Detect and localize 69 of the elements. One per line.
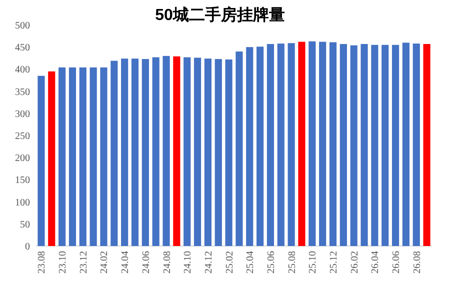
bar: [308, 41, 316, 246]
bar: [173, 56, 180, 246]
bar: [110, 60, 118, 246]
x-tick-label: 23.10: [58, 251, 69, 274]
bar: [90, 67, 97, 246]
bar: [142, 59, 149, 246]
x-tick-label: 25.10: [308, 251, 319, 274]
bar: [360, 44, 368, 246]
bar: [340, 44, 347, 246]
bar: [131, 58, 139, 246]
bar: [256, 46, 264, 246]
bar: [152, 57, 160, 246]
x-tick-label: 25.12: [328, 251, 340, 274]
bar: [79, 67, 86, 246]
x-tick-label: 26.04: [370, 251, 382, 274]
bar: [392, 44, 400, 246]
x-tick-label: 24.12: [203, 251, 214, 274]
x-tick-label: 24.08: [162, 251, 173, 274]
bar: [214, 59, 222, 246]
bar: [184, 57, 191, 246]
bar: [100, 67, 108, 246]
x-tick-label: 26.06: [391, 251, 402, 274]
y-tick-label: 400: [15, 64, 30, 76]
x-tick-label: 25.08: [286, 251, 298, 274]
bar: [350, 45, 358, 246]
x-tick-label: 23.12: [78, 251, 90, 274]
bar: [194, 58, 202, 246]
bar: [266, 44, 274, 246]
bar: [236, 52, 243, 246]
bar: [423, 44, 430, 246]
y-tick-label: 200: [15, 153, 30, 164]
y-tick-label: 300: [15, 108, 30, 120]
bar: [204, 58, 212, 246]
bar: [121, 58, 128, 246]
y-tick-label: 100: [15, 197, 30, 208]
bar: [402, 42, 410, 246]
bar: [38, 76, 45, 246]
y-tick-label: 150: [15, 175, 30, 186]
x-tick-label: 26.02: [349, 251, 360, 274]
bar: [329, 42, 337, 246]
bar: [225, 59, 232, 246]
x-tick-label: 24.04: [120, 251, 132, 274]
bar: [319, 42, 326, 246]
x-tick-label: 25.02: [224, 251, 236, 274]
bar: [68, 67, 76, 246]
bar: [48, 71, 56, 246]
bar: [288, 43, 295, 246]
bar: [371, 44, 378, 246]
bar: [298, 42, 306, 246]
bar: [382, 44, 389, 246]
x-tick-label: 23.08: [36, 251, 48, 274]
x-tick-label: 25.06: [266, 251, 277, 274]
x-tick-label: 25.04: [245, 251, 256, 274]
y-tick-label: 450: [15, 42, 30, 54]
bar: [412, 44, 420, 246]
y-tick-label: 0: [25, 242, 30, 252]
y-tick-label: 250: [15, 131, 30, 142]
y-tick-label: 500: [15, 20, 30, 32]
bar: [58, 67, 66, 246]
y-tick-label: 50: [20, 219, 30, 230]
bar: [246, 47, 254, 246]
x-tick-label: 24.02: [99, 251, 110, 274]
bar: [162, 56, 170, 246]
bar: [277, 44, 284, 246]
y-tick-label: 350: [15, 86, 30, 98]
chart-title: 50城二手房挂牌量: [155, 5, 285, 24]
x-tick-label: 26.08: [412, 251, 423, 274]
x-tick-label: 24.06: [140, 251, 152, 274]
x-tick-label: 24.10: [182, 251, 194, 274]
